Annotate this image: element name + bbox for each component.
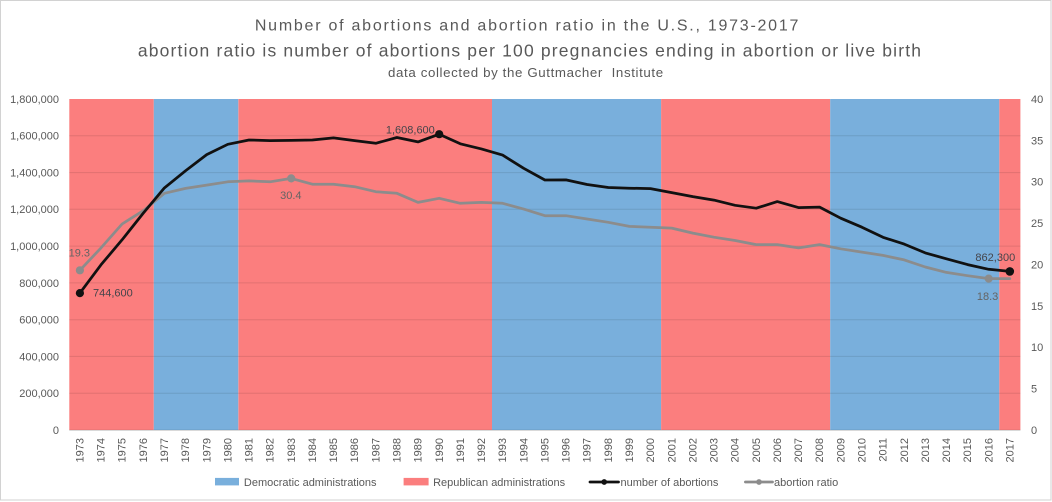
svg-text:1973: 1973 <box>75 438 87 462</box>
svg-text:2016: 2016 <box>983 438 995 462</box>
svg-text:1,000,000: 1,000,000 <box>10 241 59 253</box>
svg-text:2004: 2004 <box>730 438 742 462</box>
svg-text:19.3: 19.3 <box>69 248 90 260</box>
svg-text:1987: 1987 <box>370 438 382 462</box>
svg-text:20: 20 <box>1031 259 1043 271</box>
svg-text:2014: 2014 <box>941 438 953 462</box>
svg-text:2002: 2002 <box>687 438 699 462</box>
svg-text:1989: 1989 <box>413 438 425 462</box>
svg-text:35: 35 <box>1031 135 1043 147</box>
svg-text:2013: 2013 <box>920 438 932 462</box>
svg-text:1980: 1980 <box>222 438 234 462</box>
svg-text:1,600,000: 1,600,000 <box>10 131 59 143</box>
svg-text:2011: 2011 <box>878 438 890 462</box>
svg-text:1974: 1974 <box>96 438 108 462</box>
svg-text:2006: 2006 <box>772 438 784 462</box>
svg-text:number of abortions: number of abortions <box>621 477 719 489</box>
svg-text:1986: 1986 <box>349 438 361 462</box>
svg-text:5: 5 <box>1031 384 1037 396</box>
svg-text:1985: 1985 <box>328 438 340 462</box>
svg-text:1993: 1993 <box>497 438 509 462</box>
svg-text:600,000: 600,000 <box>19 315 59 327</box>
svg-text:1976: 1976 <box>138 438 150 462</box>
svg-text:Republican administrations: Republican administrations <box>433 477 566 489</box>
svg-text:1979: 1979 <box>201 438 213 462</box>
svg-text:abortion ratio is number of ab: abortion ratio is number of abortions pe… <box>138 40 922 60</box>
svg-text:15: 15 <box>1031 301 1043 313</box>
svg-text:2007: 2007 <box>793 438 805 462</box>
svg-text:1996: 1996 <box>561 438 573 462</box>
svg-text:1977: 1977 <box>159 438 171 462</box>
svg-text:data collected by the Guttmach: data collected by the Guttmacher Institu… <box>388 65 664 80</box>
svg-text:862,300: 862,300 <box>975 252 1015 264</box>
svg-text:30.4: 30.4 <box>280 190 301 202</box>
svg-text:2009: 2009 <box>835 438 847 462</box>
svg-text:2005: 2005 <box>751 438 763 462</box>
svg-text:1981: 1981 <box>244 438 256 462</box>
svg-text:2008: 2008 <box>814 438 826 462</box>
svg-text:1997: 1997 <box>582 438 594 462</box>
svg-text:1995: 1995 <box>540 438 552 462</box>
svg-text:1982: 1982 <box>265 438 277 462</box>
svg-text:1984: 1984 <box>307 438 319 462</box>
svg-text:2000: 2000 <box>645 438 657 462</box>
svg-text:40: 40 <box>1031 94 1043 106</box>
svg-text:Democratic administrations: Democratic administrations <box>244 477 377 489</box>
svg-text:800,000: 800,000 <box>19 278 59 290</box>
svg-text:400,000: 400,000 <box>19 351 59 363</box>
svg-text:1999: 1999 <box>624 438 636 462</box>
svg-text:30: 30 <box>1031 177 1043 189</box>
svg-text:1,200,000: 1,200,000 <box>10 204 59 216</box>
svg-text:1990: 1990 <box>434 438 446 462</box>
svg-text:1975: 1975 <box>117 438 129 462</box>
svg-text:25: 25 <box>1031 218 1043 230</box>
svg-text:1,800,000: 1,800,000 <box>10 94 59 106</box>
svg-text:2001: 2001 <box>666 438 678 462</box>
svg-text:10: 10 <box>1031 342 1043 354</box>
svg-text:744,600: 744,600 <box>93 287 133 299</box>
svg-text:1994: 1994 <box>518 438 530 462</box>
svg-text:200,000: 200,000 <box>19 388 59 400</box>
svg-text:1,400,000: 1,400,000 <box>10 168 59 180</box>
svg-text:1998: 1998 <box>603 438 615 462</box>
svg-text:1978: 1978 <box>180 438 192 462</box>
svg-text:Number of abortions and aborti: Number of abortions and abortion ratio i… <box>255 17 800 34</box>
svg-text:2012: 2012 <box>899 438 911 462</box>
svg-text:1991: 1991 <box>455 438 467 462</box>
svg-text:0: 0 <box>1031 425 1037 437</box>
svg-text:0: 0 <box>53 425 59 437</box>
svg-text:1992: 1992 <box>476 438 488 462</box>
svg-text:2017: 2017 <box>1004 438 1016 462</box>
svg-text:1,608,600: 1,608,600 <box>386 124 435 136</box>
svg-text:1983: 1983 <box>286 438 298 462</box>
svg-text:2015: 2015 <box>962 438 974 462</box>
svg-text:abortion ratio: abortion ratio <box>774 477 838 489</box>
svg-text:2010: 2010 <box>857 438 869 462</box>
svg-text:18.3: 18.3 <box>977 291 998 303</box>
svg-text:1988: 1988 <box>392 438 404 462</box>
svg-text:2003: 2003 <box>709 438 721 462</box>
